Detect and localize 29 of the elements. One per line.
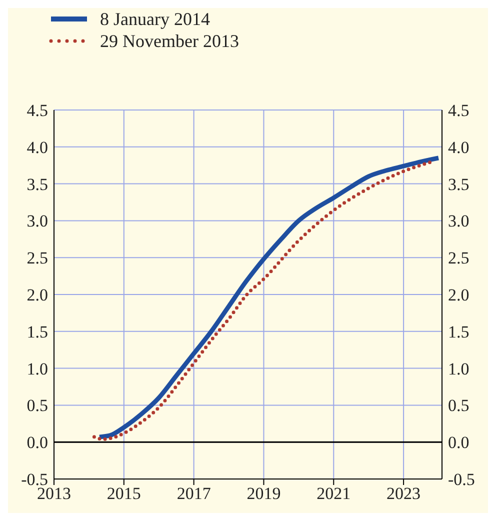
y-tick-label: 4.0 [26, 138, 48, 157]
y2-tick-label: 3.5 [448, 174, 470, 194]
y2-tick-label: 0.5 [448, 396, 470, 416]
y-tick-label: 3.5 [26, 174, 48, 194]
y2-tick-label: 1.0 [448, 359, 470, 378]
x-tick-label: 2017 [176, 484, 212, 504]
y-tick-label: 0.0 [26, 433, 48, 452]
y-tick-label: 3.0 [26, 212, 48, 231]
y2-tick-label: 4.5 [448, 101, 470, 120]
y-tick-label: 2.0 [26, 286, 48, 305]
y2-tick-label: 2.0 [448, 286, 470, 305]
x-tick-label: 2019 [246, 484, 281, 504]
y-tick-label: 4.5 [26, 101, 48, 120]
y-tick-label: 1.0 [26, 359, 48, 378]
y2-tick-label: 2.5 [448, 248, 470, 268]
legend-label: 29 November 2013 [100, 30, 239, 52]
legend-label: 8 January 2014 [100, 8, 210, 30]
y2-tick-label: 3.0 [448, 212, 470, 231]
y-tick-label: 2.5 [26, 248, 48, 268]
y2-tick-label: 4.0 [448, 138, 470, 157]
x-tick-label: 2021 [316, 484, 351, 504]
y2-tick-label: 0.0 [448, 433, 470, 452]
x-tick-label: 2015 [106, 484, 141, 504]
y2-tick-label: -0.5 [448, 470, 475, 490]
y-tick-label: 0.5 [26, 396, 48, 416]
x-tick-label: 2023 [386, 484, 421, 504]
x-tick-label: 2013 [37, 484, 71, 504]
y-tick-label: 1.5 [26, 322, 48, 342]
y2-tick-label: 1.5 [448, 322, 470, 342]
